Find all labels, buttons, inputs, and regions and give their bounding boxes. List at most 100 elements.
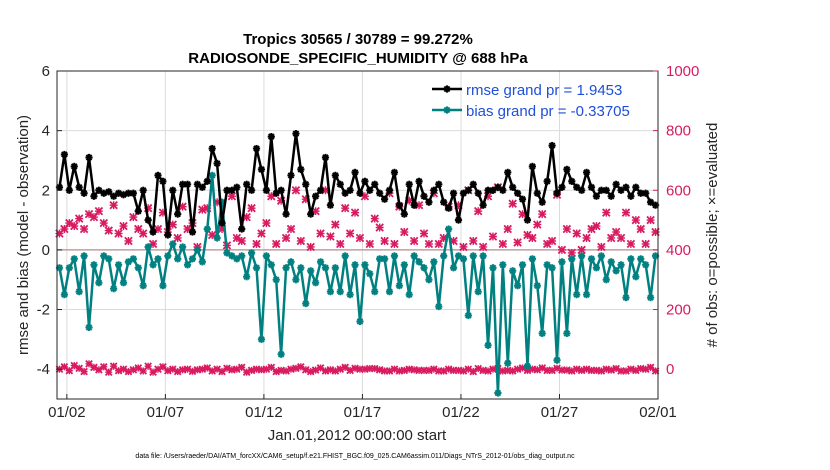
x-tick-label: 01/02	[48, 404, 86, 421]
y-tick-label-right: 600	[666, 182, 691, 199]
rmse-point	[272, 189, 280, 197]
rmse-point	[509, 183, 517, 191]
obs-evaluated-point	[400, 227, 409, 237]
obs-evaluated-point	[390, 239, 399, 249]
rmse-point	[228, 186, 236, 194]
bias-point	[282, 264, 290, 272]
rmse-point	[459, 189, 468, 197]
bias-line	[58, 174, 657, 395]
y-tick-label-right: 1000	[666, 63, 699, 80]
rmse-point	[297, 165, 305, 173]
rmse-point	[188, 228, 197, 236]
rmse-point	[198, 183, 206, 191]
rmse-point	[385, 186, 394, 194]
rmse-point	[563, 165, 571, 173]
rmse-point	[257, 165, 266, 173]
rmse-point	[336, 180, 344, 188]
bias-point	[459, 255, 468, 263]
bias-point	[592, 264, 601, 272]
obs-evaluated-point	[380, 236, 389, 246]
legend-marker-rmse	[443, 85, 451, 93]
bias-point	[514, 282, 522, 290]
obs-evaluated-point	[104, 226, 113, 235]
obs-evaluated-point	[503, 224, 512, 234]
rmse-point	[124, 189, 133, 197]
bias-point	[100, 252, 108, 260]
rmse-point	[243, 180, 251, 188]
rmse-point	[558, 183, 566, 191]
bias-point	[568, 255, 576, 263]
bias-point	[449, 264, 458, 272]
rmse-point	[553, 189, 561, 197]
bias-point	[573, 291, 581, 299]
bias-point	[617, 261, 625, 269]
bias-point	[321, 264, 330, 272]
obs-evaluated-point	[473, 206, 483, 216]
obs-evaluated-point	[296, 236, 306, 246]
bias-point	[632, 273, 640, 281]
y-tick-label-right: 0	[666, 361, 674, 378]
obs-evaluated-point	[247, 203, 256, 213]
rmse-point	[533, 189, 541, 197]
obs-evaluated-point	[281, 233, 291, 243]
bias-point	[607, 258, 615, 266]
bias-point	[543, 261, 551, 269]
bias-point	[238, 252, 246, 260]
rmse-point	[302, 180, 310, 188]
obs-possible-point	[370, 364, 379, 373]
bias-point	[390, 252, 399, 260]
obs-evaluated-point	[537, 209, 547, 219]
x-tick-label: 01/17	[344, 404, 382, 421]
obs-evaluated-point	[262, 218, 271, 228]
rmse-point	[484, 186, 492, 194]
bias-point	[110, 285, 118, 293]
bias-point	[105, 255, 113, 263]
rmse-point	[528, 162, 536, 171]
bias-point	[637, 255, 645, 263]
obs-evaluated-point	[271, 239, 281, 249]
bias-point	[257, 335, 266, 343]
obs-evaluated-point	[340, 203, 350, 213]
obs-evaluated-point	[419, 229, 429, 238]
obs-evaluated-point	[513, 238, 522, 247]
rmse-point	[454, 216, 463, 224]
bias-point	[174, 255, 182, 263]
x-tick-label: 01/07	[147, 404, 185, 421]
bias-point	[578, 252, 586, 260]
bias-point	[179, 243, 187, 251]
obs-evaluated-point	[252, 239, 261, 249]
bias-point	[464, 311, 472, 320]
x-tick-label: 01/22	[442, 404, 480, 421]
obs-evaluated-point	[606, 233, 616, 243]
rmse-point	[262, 186, 270, 194]
bias-point	[312, 279, 320, 287]
obs-evaluated-point	[547, 236, 557, 246]
series-layer	[55, 130, 660, 397]
bias-point	[60, 291, 68, 299]
obs-evaluated-point	[345, 229, 355, 238]
rmse-point	[252, 144, 261, 153]
bias-point	[169, 240, 177, 248]
obs-evaluated-point	[331, 220, 340, 229]
obs-evaluated-point	[173, 233, 182, 243]
rmse-point	[489, 186, 497, 194]
rmse-point	[346, 186, 354, 194]
rmse-point	[494, 183, 502, 191]
rmse-point	[548, 141, 556, 150]
obs-possible-point	[627, 365, 635, 374]
bias-point	[65, 264, 73, 272]
bias-point	[144, 243, 152, 251]
bias-point	[563, 329, 571, 337]
rmse-point	[154, 171, 162, 179]
rmse-point	[449, 189, 458, 197]
rmse-point	[642, 189, 650, 197]
obs-evaluated-point	[498, 239, 508, 249]
obs-evaluated-point	[70, 221, 79, 231]
bias-point	[159, 282, 167, 290]
rmse-point	[617, 186, 625, 194]
bias-point	[95, 279, 103, 287]
legend-marker-bias	[443, 106, 451, 114]
rmse-point	[65, 186, 73, 194]
rmse-point	[380, 195, 389, 203]
bias-point	[489, 264, 497, 272]
